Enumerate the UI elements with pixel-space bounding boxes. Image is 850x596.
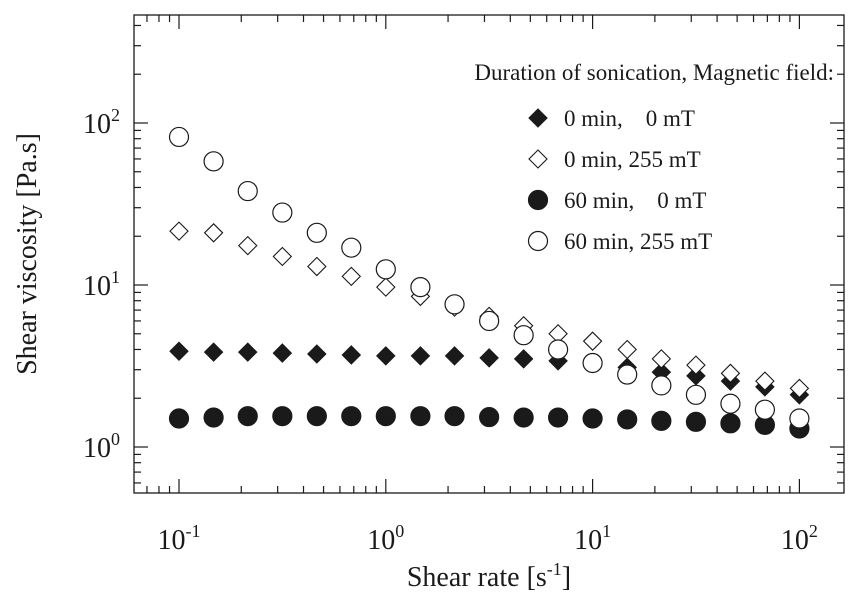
data-point — [272, 406, 293, 427]
data-point — [617, 339, 637, 360]
data-point — [341, 406, 362, 427]
y-tick-label: 101 — [83, 267, 120, 302]
data-point — [754, 399, 775, 420]
data-point — [168, 126, 190, 148]
data-point — [789, 378, 810, 399]
data-point — [479, 406, 500, 428]
data-point — [582, 408, 603, 429]
legend-label: 60 min, 255 mT — [564, 229, 712, 254]
data-point — [582, 352, 603, 374]
y-tick-label: 102 — [83, 105, 120, 140]
data-point — [720, 393, 741, 414]
axis-ticks — [134, 15, 844, 493]
data-point — [789, 408, 810, 429]
data-point — [375, 259, 396, 280]
series-3 — [168, 406, 810, 439]
data-point — [341, 345, 362, 365]
data-point — [203, 342, 224, 362]
legend-marker — [527, 189, 549, 211]
data-point — [547, 407, 569, 428]
x-tick-label: 102 — [781, 521, 818, 556]
data-point — [755, 371, 775, 391]
data-point — [479, 310, 500, 332]
data-point — [582, 331, 603, 351]
data-point — [410, 406, 431, 427]
data-point — [685, 384, 707, 405]
data-point — [306, 406, 327, 427]
x-axis-label: Shear rate [s-1] — [407, 559, 571, 593]
data-point — [169, 341, 189, 362]
data-point — [651, 375, 672, 396]
data-point — [272, 246, 293, 267]
data-point — [306, 222, 327, 243]
data-point — [547, 339, 569, 360]
data-point — [237, 342, 258, 362]
data-point — [203, 407, 224, 428]
series-2 — [169, 221, 810, 399]
data-point — [307, 256, 327, 277]
data-marks — [168, 126, 810, 439]
data-point — [513, 349, 534, 369]
legend-marker — [528, 149, 548, 169]
data-point — [720, 363, 741, 384]
legend: 0 min, 0 mT 0 min, 255 mT 60 min, 0 mT 60 m… — [527, 106, 712, 254]
data-point — [376, 277, 396, 297]
legend-label: 0 min, 255 mT — [564, 147, 701, 172]
data-point — [651, 410, 672, 431]
x-tick-label: 100 — [367, 521, 404, 556]
tick-labels: 10-1 100 101 102 100 101 102 — [83, 105, 818, 556]
data-point — [617, 409, 638, 430]
data-point — [169, 221, 189, 241]
data-point — [341, 266, 362, 287]
plot-frame — [133, 14, 845, 494]
legend-title: Duration of sonication, Magnetic field: — [474, 60, 834, 85]
data-point — [307, 344, 327, 364]
data-point — [272, 343, 293, 363]
data-point — [444, 294, 465, 315]
series-1 — [169, 341, 810, 405]
data-point — [272, 202, 293, 223]
legend-marker — [528, 108, 548, 128]
data-point — [479, 348, 499, 368]
data-point — [237, 235, 258, 256]
data-point — [237, 406, 258, 427]
data-point — [203, 151, 224, 172]
data-point — [237, 180, 258, 202]
y-tick-label: 100 — [83, 429, 120, 464]
data-point — [686, 355, 706, 375]
x-tick-label: 101 — [574, 521, 611, 556]
data-point — [685, 411, 707, 432]
legend-label: 0 min, 0 mT — [564, 106, 695, 131]
data-point — [341, 237, 362, 258]
y-axis-label: Shear viscosity [Pa.s] — [12, 133, 43, 375]
data-point — [617, 364, 638, 385]
x-tick-label: 10-1 — [158, 521, 201, 556]
data-point — [410, 277, 431, 298]
data-point — [720, 413, 741, 434]
legend-label: 60 min, 0 mT — [564, 188, 706, 213]
legend-marker — [527, 230, 549, 252]
data-point — [375, 406, 396, 427]
data-point — [203, 223, 224, 243]
data-point — [444, 346, 465, 366]
data-point — [168, 408, 190, 429]
data-point — [513, 325, 534, 346]
data-point — [444, 406, 465, 427]
data-point — [513, 407, 534, 428]
series-4 — [168, 126, 810, 429]
data-point — [410, 346, 431, 366]
data-point — [651, 349, 672, 369]
data-point — [376, 346, 396, 366]
